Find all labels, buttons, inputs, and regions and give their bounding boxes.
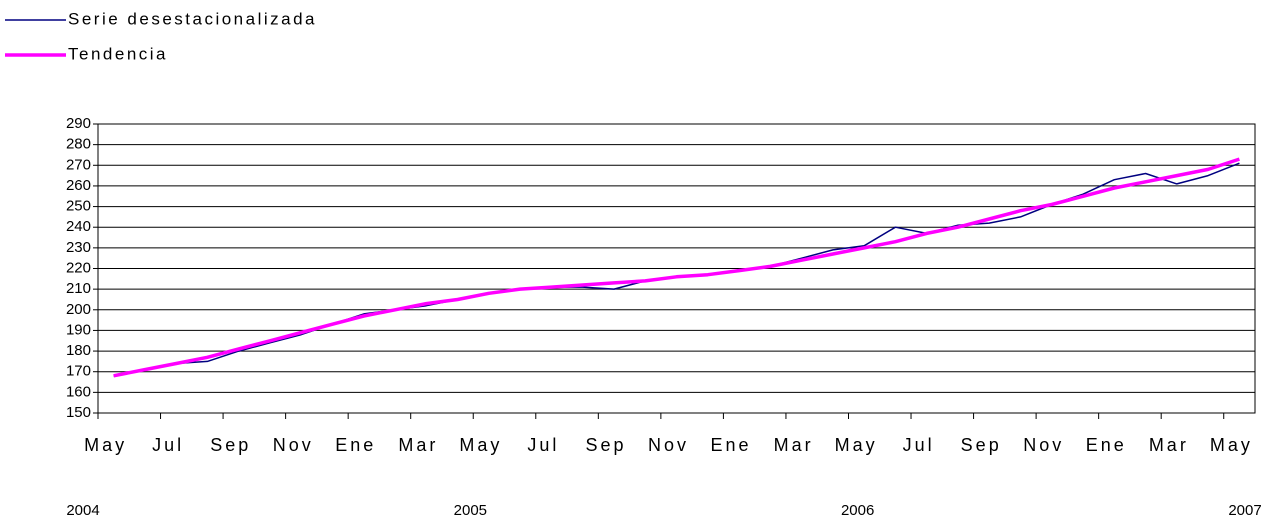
x-tick-label: May xyxy=(84,435,127,455)
legend-label: Tendencia xyxy=(68,44,168,63)
x-tick-label: Sep xyxy=(210,435,251,455)
x-tick-label: Mar xyxy=(774,435,814,455)
y-tick-label: 220 xyxy=(66,259,91,276)
x-tick-label: Ene xyxy=(335,435,376,455)
x-tick-label: Mar xyxy=(1149,435,1189,455)
y-tick-label: 150 xyxy=(66,404,91,421)
series-line xyxy=(113,157,1240,378)
x-tick-label: Sep xyxy=(585,435,626,455)
year-label: 2006 xyxy=(841,502,874,519)
x-tick-label: May xyxy=(459,435,502,455)
y-tick-label: 240 xyxy=(66,218,91,235)
year-label: 2007 xyxy=(1228,502,1261,519)
plot-frame xyxy=(97,123,1256,414)
series-line xyxy=(113,162,1240,377)
x-tick-label: May xyxy=(835,435,878,455)
y-tick-label: 250 xyxy=(66,198,91,215)
x-tick-label: Jul xyxy=(903,435,935,455)
x-tick-label: Nov xyxy=(648,435,689,455)
x-tick-label: May xyxy=(1210,435,1253,455)
y-tick-label: 170 xyxy=(66,363,91,380)
y-tick-label: 160 xyxy=(66,383,91,400)
x-tick-label: Mar xyxy=(398,435,438,455)
y-tick-label: 290 xyxy=(66,115,91,132)
year-label: 2005 xyxy=(454,502,487,519)
y-tick-label: 260 xyxy=(66,177,91,194)
x-tick-label: Nov xyxy=(1023,435,1064,455)
x-tick-label: Jul xyxy=(527,435,559,455)
x-tick-label: Jul xyxy=(152,435,184,455)
x-tick-label: Sep xyxy=(961,435,1002,455)
x-tick-label: Nov xyxy=(273,435,314,455)
legend-label: Serie desestacionalizada xyxy=(68,9,317,28)
y-tick-label: 180 xyxy=(66,342,91,359)
y-tick-label: 230 xyxy=(66,239,91,256)
y-tick-label: 280 xyxy=(66,136,91,153)
x-tick-label: Ene xyxy=(1086,435,1127,455)
year-label: 2004 xyxy=(66,502,99,519)
y-tick-label: 190 xyxy=(66,321,91,338)
y-tick-label: 210 xyxy=(66,280,91,297)
y-tick-label: 200 xyxy=(66,301,91,318)
y-tick-label: 270 xyxy=(66,156,91,173)
x-tick-label: Ene xyxy=(711,435,752,455)
